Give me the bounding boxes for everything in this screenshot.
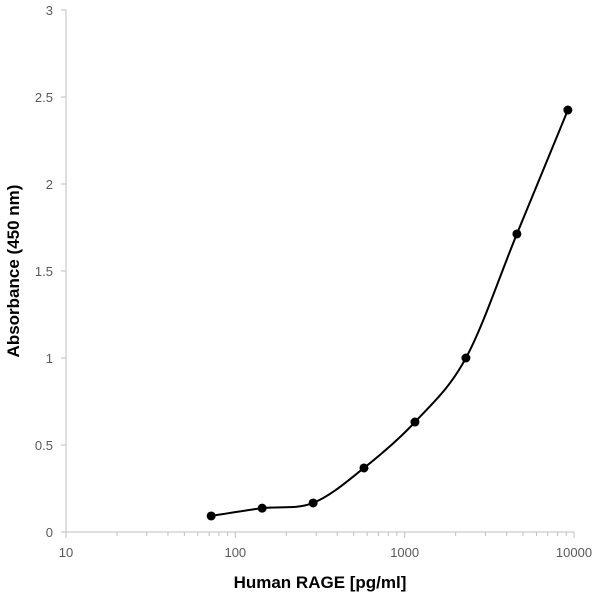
- x-tick-label: 10000: [556, 545, 592, 560]
- x-tick-label: 1000: [390, 545, 419, 560]
- y-tick-label: 2: [46, 177, 53, 192]
- y-tick-label: 2.5: [35, 90, 53, 105]
- data-point: [308, 498, 318, 508]
- x-tick-label: 100: [224, 545, 246, 560]
- y-tick-label: 0.5: [35, 438, 53, 453]
- x-tick-label: 10: [59, 545, 73, 560]
- data-point: [512, 229, 522, 239]
- y-tick-label: 3: [46, 3, 53, 18]
- y-tick-label: 1.5: [35, 264, 53, 279]
- data-point: [359, 463, 369, 473]
- x-axis-label: Human RAGE [pg/ml]: [234, 573, 407, 592]
- tick-labels: 0 0.5 1 1.5 2 2.5 3 10 100 1000 10000: [35, 3, 592, 560]
- data-point: [206, 511, 216, 521]
- y-tick-label: 0: [46, 525, 53, 540]
- y-tick-label: 1: [46, 351, 53, 366]
- series-line: [211, 109, 569, 517]
- axes: [61, 9, 575, 538]
- data-points: [206, 105, 573, 521]
- y-axis-label: Absorbance (450 nm): [4, 185, 23, 358]
- data-point: [461, 353, 471, 363]
- data-point: [257, 503, 267, 513]
- data-point: [410, 417, 420, 427]
- data-point: [563, 105, 573, 115]
